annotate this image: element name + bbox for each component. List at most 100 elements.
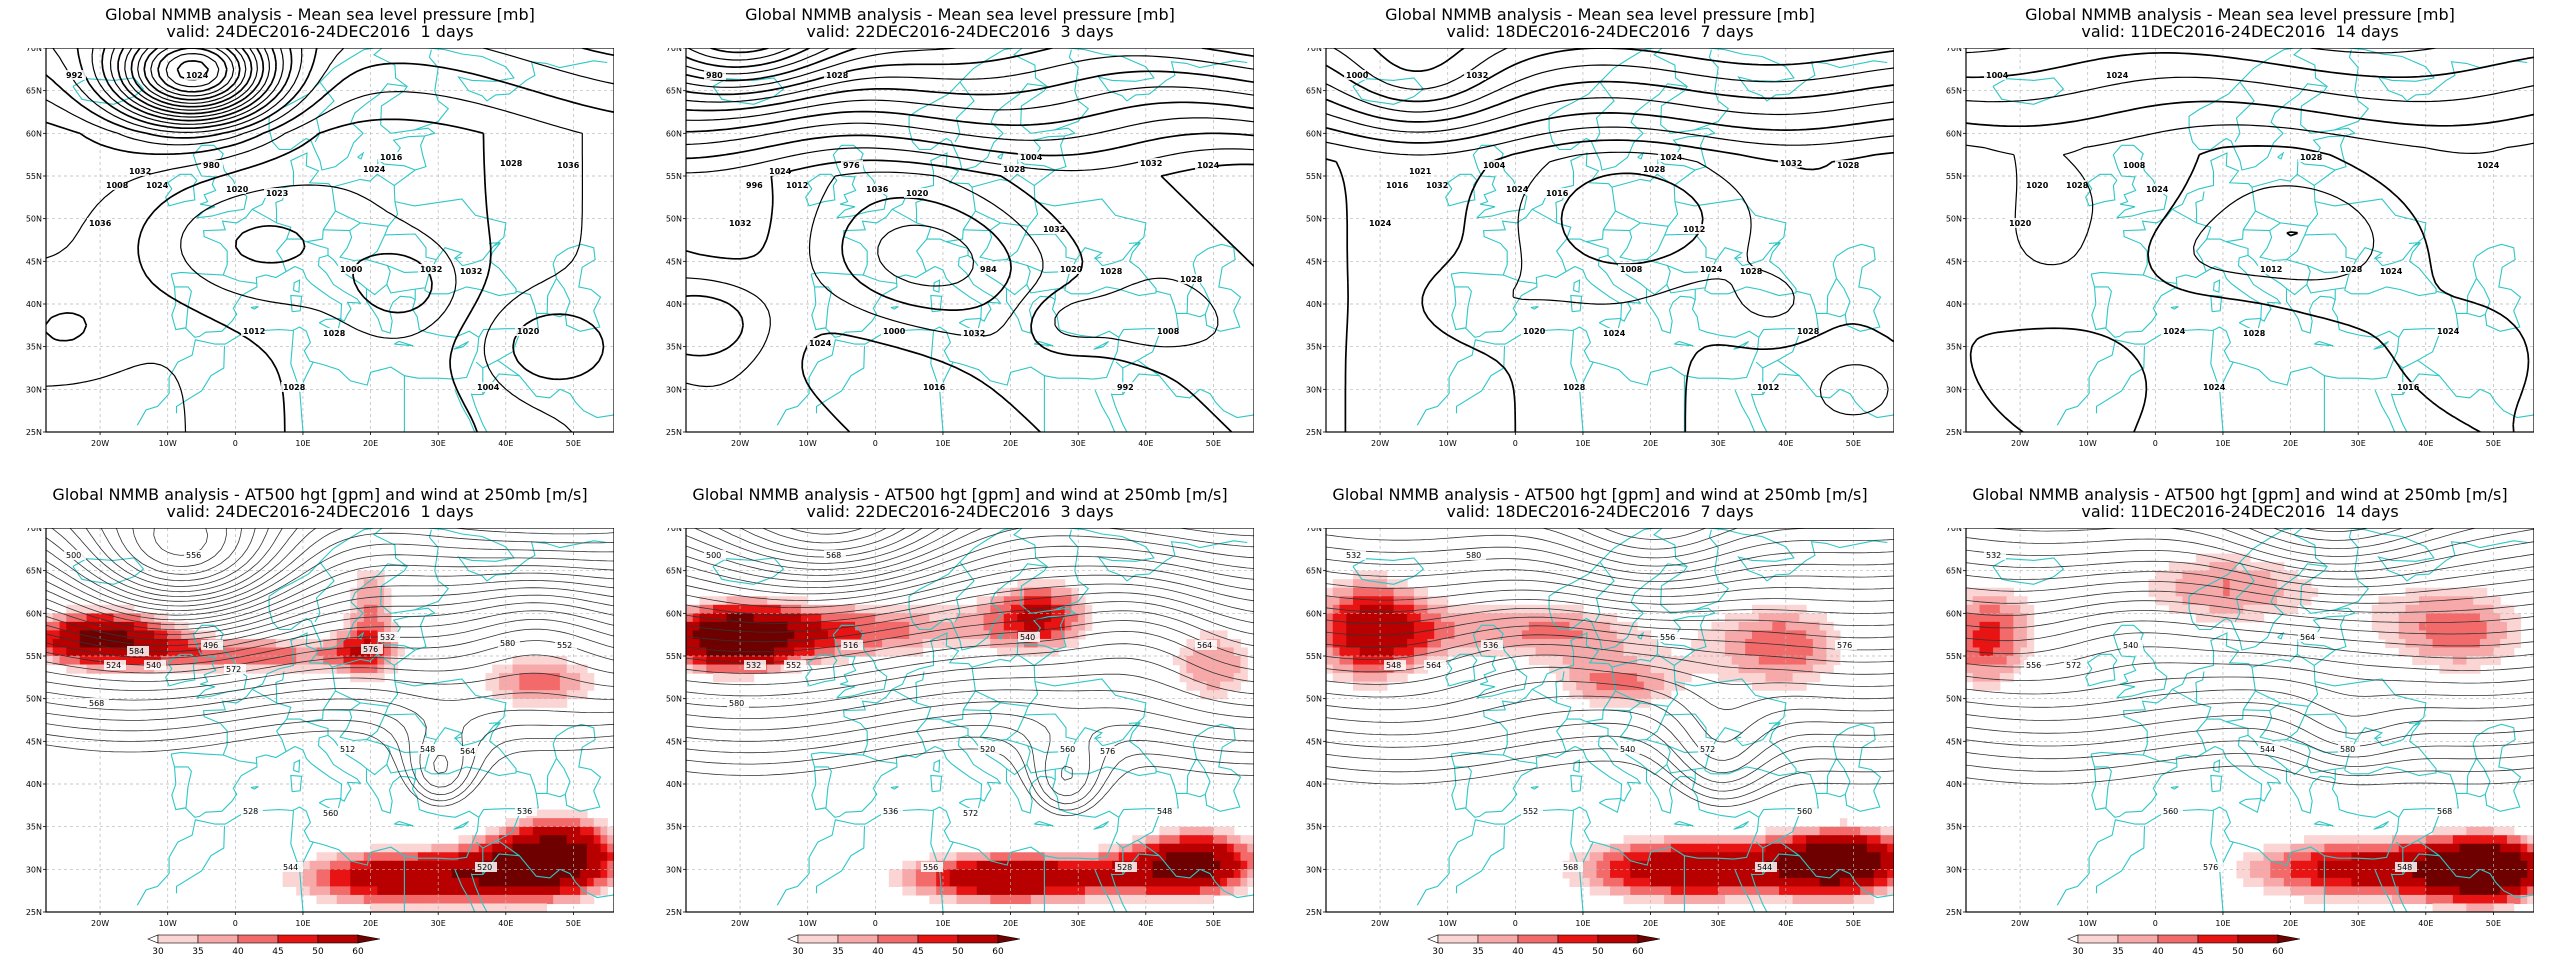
contour-label: 1012 — [2260, 265, 2282, 274]
map-canvas: 992 980 1000 1004 1008 1012 1016 1020 1024 1028 10… — [26, 48, 614, 448]
lat-label: 70N — [1306, 48, 1322, 53]
lon-label: 10W — [159, 439, 177, 448]
colorbar-tick: 60 — [352, 947, 364, 957]
lat-label: 65N — [1946, 567, 1962, 576]
lat-label: 60N — [1946, 129, 1962, 138]
lat-label: 40N — [1946, 300, 1962, 309]
wind-colorbar: 30 35 40 45 50 60 — [1280, 930, 1920, 960]
lat-label: 30N — [26, 865, 42, 874]
colorbar-tick: 40 — [1512, 947, 1524, 957]
contour-label: 1028 — [1837, 161, 1860, 170]
contour-label: 1032 — [129, 167, 151, 176]
map-panel-z500-1: Global NMMB analysis - AT500 hgt [gpm] a… — [0, 480, 640, 960]
colorbar-tick: 30 — [152, 947, 164, 957]
lat-label: 45N — [1306, 737, 1322, 746]
colorbar-swatch — [2197, 934, 2239, 944]
contour-label: 1028 — [283, 383, 306, 392]
map-panel-mslp-1: Global NMMB analysis - Mean sea level pr… — [0, 0, 640, 480]
contour-label: 560 — [2163, 807, 2178, 816]
contour-label: 1028 — [1180, 275, 1203, 284]
colorbar-tick: 50 — [952, 947, 964, 957]
coastline — [72, 528, 614, 912]
contour-label: 1012 — [1757, 383, 1779, 392]
lon-label: 30E — [2351, 439, 2366, 448]
lat-label: 55N — [1946, 652, 1962, 661]
lon-label: 10E — [295, 439, 310, 448]
colorbar-tick: 40 — [232, 947, 244, 957]
lat-label: 25N — [1946, 428, 1962, 437]
colorbar-tick: 35 — [1472, 947, 1483, 957]
lon-label: 20E — [1643, 439, 1658, 448]
colorbar-swatch — [237, 934, 279, 944]
contour-label: 576 — [1100, 747, 1115, 756]
lat-label: 30N — [666, 385, 682, 394]
wind-colorbar: 30 35 40 45 50 60 — [0, 930, 640, 960]
lon-label: 10W — [799, 439, 817, 448]
contour-label: 500 — [706, 551, 721, 560]
contour-label: 548 — [1386, 661, 1401, 670]
colorbar-tick: 35 — [192, 947, 203, 957]
contour-label: 1024 — [809, 339, 832, 348]
colorbar-swatch — [877, 934, 919, 944]
coastline — [1992, 48, 2534, 432]
contour-labels: 1004 1008 1012 1016 1020 1024 1028 1024 1028 1024… — [1984, 70, 2500, 392]
contour-label: 980 — [203, 161, 220, 170]
lat-label: 40N — [1946, 780, 1962, 789]
map-frame — [1325, 528, 1894, 913]
contour-label: 1032 — [1780, 159, 1802, 168]
contour-label: 1024 — [2146, 185, 2169, 194]
lat-label: 65N — [26, 87, 42, 96]
contour-label: 1028 — [2066, 181, 2089, 190]
colorbar-swatch — [317, 934, 359, 944]
contour-label: 544 — [283, 863, 298, 872]
lat-label: 30N — [1946, 385, 1962, 394]
lat-label: 50N — [1946, 215, 1962, 224]
lon-label: 10E — [1575, 439, 1590, 448]
lon-label: 30E — [1711, 439, 1726, 448]
lat-label: 25N — [666, 428, 682, 437]
contour-label: 1024 — [2477, 161, 2500, 170]
lat-label: 40N — [666, 780, 682, 789]
lon-label: 10W — [799, 919, 817, 928]
title-line-1: Global NMMB analysis - AT500 hgt [gpm] a… — [52, 485, 588, 504]
colorbar-tick: 40 — [872, 947, 884, 957]
lat-label: 70N — [1946, 48, 1962, 53]
colorbar-tick: 30 — [2072, 947, 2084, 957]
colorbar-tick: 60 — [992, 947, 1004, 957]
coastline — [72, 48, 614, 432]
lon-label: 20E — [363, 919, 378, 928]
lat-label: 35N — [666, 823, 682, 832]
lat-label: 60N — [1946, 609, 1962, 618]
lon-label: 20E — [1003, 919, 1018, 928]
contour-label: 568 — [1563, 863, 1578, 872]
contour-label: 512 — [340, 745, 355, 754]
contour-label: 1028 — [500, 159, 523, 168]
lon-label: 40E — [1138, 919, 1153, 928]
contour-label: 532 — [746, 661, 761, 670]
lat-label: 25N — [1306, 428, 1322, 437]
contour-label: 984 — [980, 265, 997, 274]
contour-label: 1024 — [1369, 219, 1392, 228]
colorbar-tick: 45 — [912, 947, 923, 957]
map-panel-mslp-7: Global NMMB analysis - Mean sea level pr… — [1280, 0, 1920, 480]
contour-label: 1032 — [1140, 159, 1162, 168]
lon-label: 10E — [295, 919, 310, 928]
lat-label: 55N — [26, 172, 42, 181]
lat-label: 70N — [666, 48, 682, 53]
contour-label: 568 — [89, 699, 104, 708]
lon-label: 50E — [2486, 439, 2501, 448]
contour-label: 516 — [843, 641, 858, 650]
contour-label: 536 — [1483, 641, 1498, 650]
contour-label: 1020 — [517, 327, 540, 336]
coastline — [712, 528, 1254, 912]
contour-label: 576 — [2203, 863, 2218, 872]
colorbar-tick: 30 — [1432, 947, 1444, 957]
lon-label: 50E — [1206, 439, 1221, 448]
lat-label: 40N — [666, 300, 682, 309]
lat-label: 50N — [26, 695, 42, 704]
contour-label: 564 — [1426, 661, 1441, 670]
lon-label: 40E — [498, 919, 513, 928]
lat-label: 35N — [1946, 343, 1962, 352]
lat-label: 60N — [1306, 609, 1322, 618]
title-line-2: valid: 11DEC2016-24DEC2016 14 days — [2081, 22, 2399, 41]
